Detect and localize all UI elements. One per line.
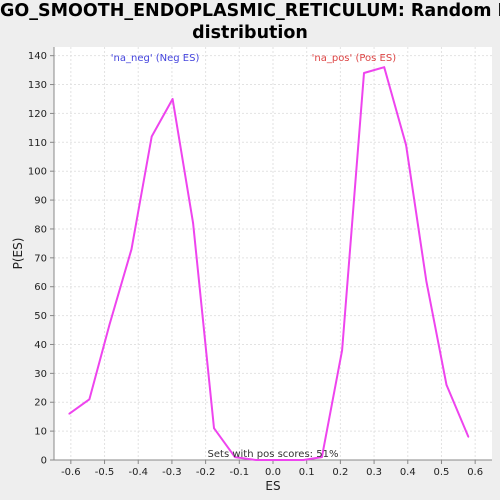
x-tick-label: -0.2 [196,467,216,478]
x-axis-title: ES [265,479,280,493]
y-tick-label: 50 [34,311,47,322]
x-tick-label: -0.1 [230,467,250,478]
grid-lines [54,47,492,461]
data-point [130,248,133,250]
x-tick-label: 0.2 [332,467,348,478]
x-tick-label: 0.5 [434,467,450,478]
data-point [302,459,305,461]
data-point [88,398,91,401]
y-tick-label: 120 [28,109,47,120]
legend-neg-es: 'na_neg' (Neg ES) [111,53,200,64]
x-axis-ticks: -0.6 -0.5 -0.4 -0.3 -0.2 -0.1 0.0 0.1 0.2 0.3 0.4 0… [61,460,483,478]
x-tick-label: 0.4 [400,467,416,478]
chart-title-line-1: GO_SMOOTH_ENDOPLASMIC_RETICULUM: Random … [0,1,500,21]
y-axis-title: P(ES) [11,238,25,270]
y-tick-label: 110 [28,138,47,149]
es-distribution-line [68,66,470,461]
legend-pos-es: 'na_pos' (Pos ES) [312,53,397,64]
legend: 'na_neg' (Neg ES) 'na_pos' (Pos ES) [111,53,396,64]
y-tick-label: 0 [41,456,47,467]
data-point [425,280,428,282]
data-point [321,456,323,458]
x-tick-label: 0.1 [299,467,315,478]
x-tick-label: 0.0 [265,467,281,478]
y-tick-label: 40 [34,340,47,351]
y-tick-label: 130 [28,80,47,91]
data-point [275,459,278,461]
data-point [255,459,257,461]
data-point [108,323,111,326]
chart-title-line-2: distribution [192,23,308,43]
y-tick-label: 100 [28,167,47,178]
data-point [405,144,407,146]
y-tick-label: 60 [34,282,47,293]
chart-title: GO_SMOOTH_ENDOPLASMIC_RETICULUM: Random … [0,0,500,44]
x-tick-label: -0.6 [61,467,81,478]
data-point [213,427,215,430]
y-tick-label: 30 [34,369,47,380]
x-tick-label: 0.6 [467,467,483,478]
series-layer [68,66,470,461]
data-point [150,135,153,138]
y-tick-label: 70 [34,253,47,264]
data-point [68,412,70,415]
x-tick-label: -0.5 [95,467,115,478]
data-point [363,72,365,74]
y-tick-label: 90 [34,196,47,207]
x-tick-label: -0.4 [128,467,148,478]
data-point [234,456,236,458]
data-point [341,349,343,352]
data-point [383,66,385,69]
data-point [171,98,174,100]
data-point [445,384,448,386]
y-axis-ticks: 0 10 20 30 40 50 60 70 80 90 100 110 120 130 140 [28,51,54,467]
x-tick-label: 0.3 [366,467,382,478]
data-point [192,222,194,224]
data-point [467,436,470,438]
y-tick-label: 80 [34,224,47,235]
y-tick-label: 10 [34,427,47,438]
y-tick-label: 20 [34,398,47,409]
pos-scores-annotation: Sets with pos scores: 51% [208,449,339,460]
y-tick-label: 140 [28,51,47,62]
x-tick-label: -0.3 [162,467,182,478]
